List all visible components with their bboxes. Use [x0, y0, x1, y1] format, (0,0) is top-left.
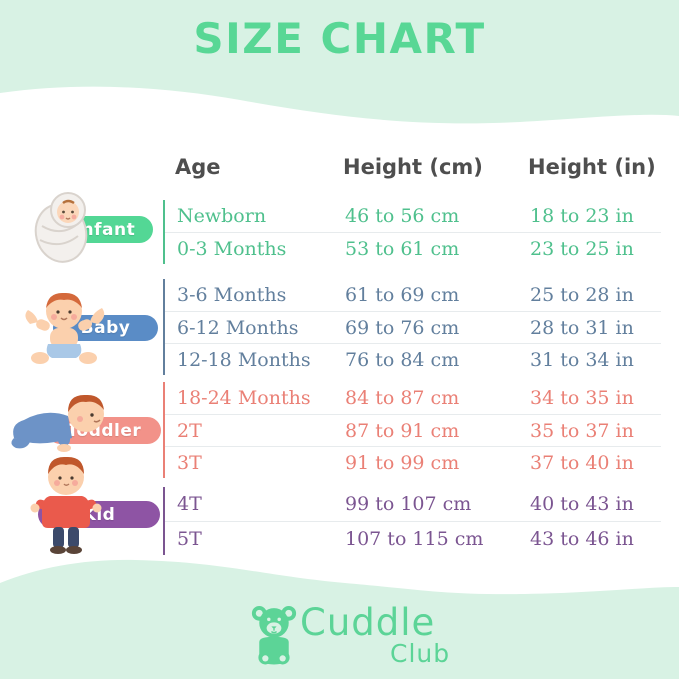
size-group-toddler: 18-24 Months 84 to 87 cm 34 to 35 in 2T 87 t…: [163, 382, 661, 478]
teddy-bear-icon: [251, 605, 297, 665]
cell-cm: 76 to 84 cm: [345, 348, 460, 371]
brand-subname: Club: [390, 639, 451, 668]
group-label-pill-baby: Baby: [53, 315, 158, 341]
cell-age: 5T: [177, 527, 202, 550]
cell-age: 2T: [177, 419, 202, 442]
table-row: 2T 87 to 91 cm 35 to 37 in: [165, 414, 661, 446]
table-row: 3T 91 to 99 cm 37 to 40 in: [165, 446, 661, 478]
table-row: Newborn 46 to 56 cm 18 to 23 in: [165, 200, 661, 232]
table-row: 6-12 Months 69 to 76 cm 28 to 31 in: [165, 311, 661, 343]
cell-cm: 61 to 69 cm: [345, 284, 460, 306]
cell-age: 12-18 Months: [177, 348, 311, 371]
group-label-pill-infant: Infant: [57, 216, 153, 243]
cell-age: 4T: [177, 493, 202, 515]
cell-age: 0-3 Months: [177, 237, 287, 260]
table-row: 3-6 Months 61 to 69 cm 25 to 28 in: [165, 279, 661, 311]
column-header-height-in: Height (in): [528, 155, 656, 179]
cell-cm: 46 to 56 cm: [345, 205, 460, 227]
column-header-age: Age: [175, 155, 221, 179]
group-label-pill-toddler: Toddler: [47, 417, 161, 444]
cell-in: 18 to 23 in: [530, 205, 634, 227]
table-row: 4T 99 to 107 cm 40 to 43 in: [165, 487, 661, 521]
cell-cm: 107 to 115 cm: [345, 527, 484, 550]
cell-cm: 87 to 91 cm: [345, 419, 460, 442]
cell-in: 23 to 25 in: [530, 237, 634, 260]
cell-age: 18-24 Months: [177, 387, 311, 409]
cell-in: 34 to 35 in: [530, 387, 634, 409]
brand-footer: Cuddle Club: [0, 601, 679, 671]
cell-cm: 84 to 87 cm: [345, 387, 460, 409]
cell-age: 3T: [177, 451, 202, 474]
table-row: 0-3 Months 53 to 61 cm 23 to 25 in: [165, 232, 661, 264]
table-row: 12-18 Months 76 to 84 cm 31 to 34 in: [165, 343, 661, 375]
cell-cm: 99 to 107 cm: [345, 493, 472, 515]
cell-in: 31 to 34 in: [530, 348, 634, 371]
group-label-pill-kid: Kid: [38, 501, 160, 528]
page-title: SIZE CHART: [193, 14, 486, 63]
cell-age: 3-6 Months: [177, 284, 287, 306]
cell-in: 35 to 37 in: [530, 419, 634, 442]
size-group-kid: 4T 99 to 107 cm 40 to 43 in 5T 107 to 115 cm…: [163, 487, 661, 555]
size-group-infant: Newborn 46 to 56 cm 18 to 23 in 0-3 Months 5…: [163, 200, 661, 264]
cell-cm: 91 to 99 cm: [345, 451, 460, 474]
cell-age: Newborn: [177, 205, 267, 227]
table-row: 18-24 Months 84 to 87 cm 34 to 35 in: [165, 382, 661, 414]
cell-in: 43 to 46 in: [530, 527, 634, 550]
cell-in: 28 to 31 in: [530, 316, 634, 339]
size-group-baby: 3-6 Months 61 to 69 cm 25 to 28 in 6-12 Mon…: [163, 279, 661, 375]
column-header-height-cm: Height (cm): [343, 155, 483, 179]
table-header-row: Age Height (cm) Height (in): [163, 150, 661, 184]
cell-cm: 53 to 61 cm: [345, 237, 460, 260]
cell-age: 6-12 Months: [177, 316, 299, 339]
cell-cm: 69 to 76 cm: [345, 316, 460, 339]
cell-in: 37 to 40 in: [530, 451, 634, 474]
brand-name: Cuddle: [300, 601, 436, 644]
table-row: 5T 107 to 115 cm 43 to 46 in: [165, 521, 661, 555]
cell-in: 25 to 28 in: [530, 284, 634, 306]
cell-in: 40 to 43 in: [530, 493, 634, 515]
